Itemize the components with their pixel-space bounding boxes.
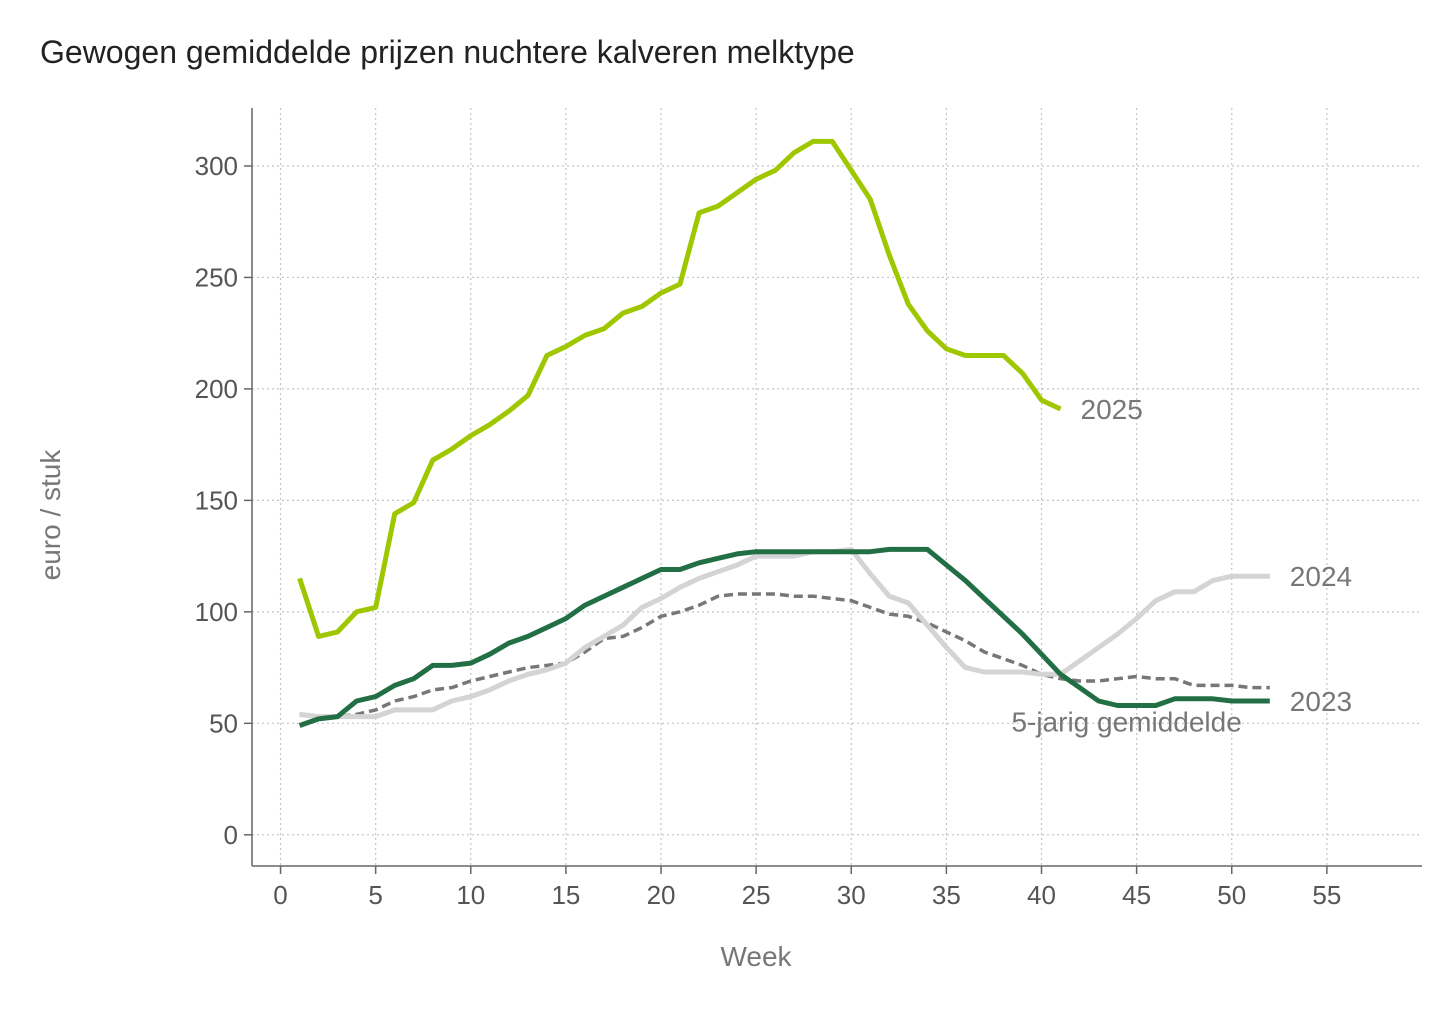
chart-title: Gewogen gemiddelde prijzen nuchtere kalv… — [40, 34, 855, 70]
y-tick-label: 250 — [195, 262, 238, 292]
series-line-2025 — [297, 138, 1062, 639]
y-tick-label: 300 — [195, 151, 238, 181]
series-label-2023: 2023 — [1290, 686, 1352, 717]
y-tick-label: 0 — [224, 820, 238, 850]
series-label-5-jarig-gemiddelde: 5-jarig gemiddelde — [1011, 707, 1241, 738]
series-line-5-jarig-gemiddelde — [299, 592, 1270, 719]
y-tick-label: 150 — [195, 485, 238, 515]
series-line-2024 — [299, 546, 1270, 720]
x-tick-label: 5 — [368, 880, 382, 910]
x-axis-title: Week — [720, 941, 792, 972]
x-tick-label: 15 — [551, 880, 580, 910]
x-tick-label: 50 — [1217, 880, 1246, 910]
series-labels: 2025 2024 2023 5-jarig gemiddelde — [1011, 394, 1352, 738]
x-tick-label: 40 — [1027, 880, 1056, 910]
axes — [244, 108, 1422, 874]
series-label-2024: 2024 — [1290, 561, 1352, 592]
y-tick-label: 100 — [195, 597, 238, 627]
x-tick-label: 20 — [647, 880, 676, 910]
x-tick-label: 0 — [273, 880, 287, 910]
x-tick-label: 10 — [456, 880, 485, 910]
y-tick-label: 50 — [209, 708, 238, 738]
x-tick-label: 25 — [742, 880, 771, 910]
gridlines — [252, 108, 1422, 866]
x-tick-label: 45 — [1122, 880, 1151, 910]
x-tick-label: 30 — [837, 880, 866, 910]
x-tick-label: 55 — [1312, 880, 1341, 910]
series-line-2023 — [298, 546, 1270, 728]
y-axis-title: euro / stuk — [35, 449, 66, 581]
y-tick-label: 200 — [195, 374, 238, 404]
series-lines — [297, 138, 1270, 728]
series-label-2025: 2025 — [1081, 394, 1143, 425]
x-tick-label: 35 — [932, 880, 961, 910]
